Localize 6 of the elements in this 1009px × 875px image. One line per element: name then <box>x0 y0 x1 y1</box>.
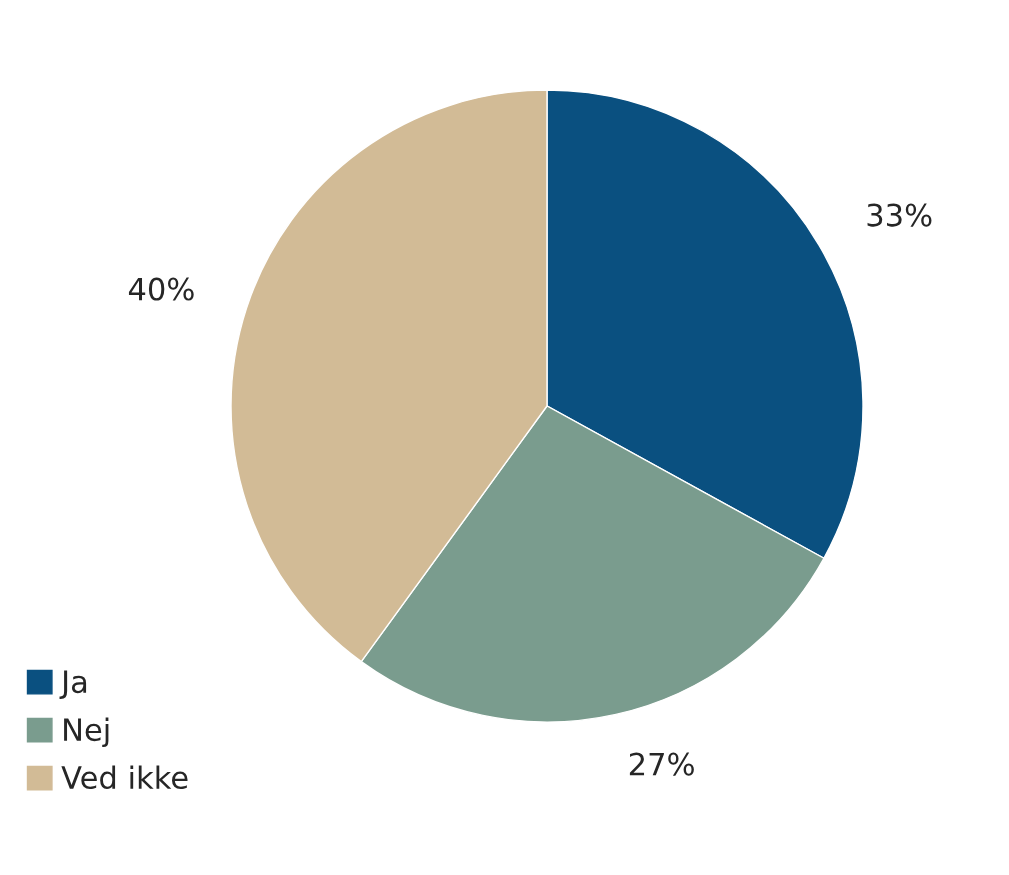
data-label: 27% <box>629 752 694 776</box>
data-label: 33% <box>867 203 932 227</box>
data-label: 40% <box>128 277 194 301</box>
legend-label: Ved ikke <box>61 765 188 790</box>
legend-label: Nej <box>64 717 109 748</box>
legend-label: Ja <box>59 670 87 699</box>
